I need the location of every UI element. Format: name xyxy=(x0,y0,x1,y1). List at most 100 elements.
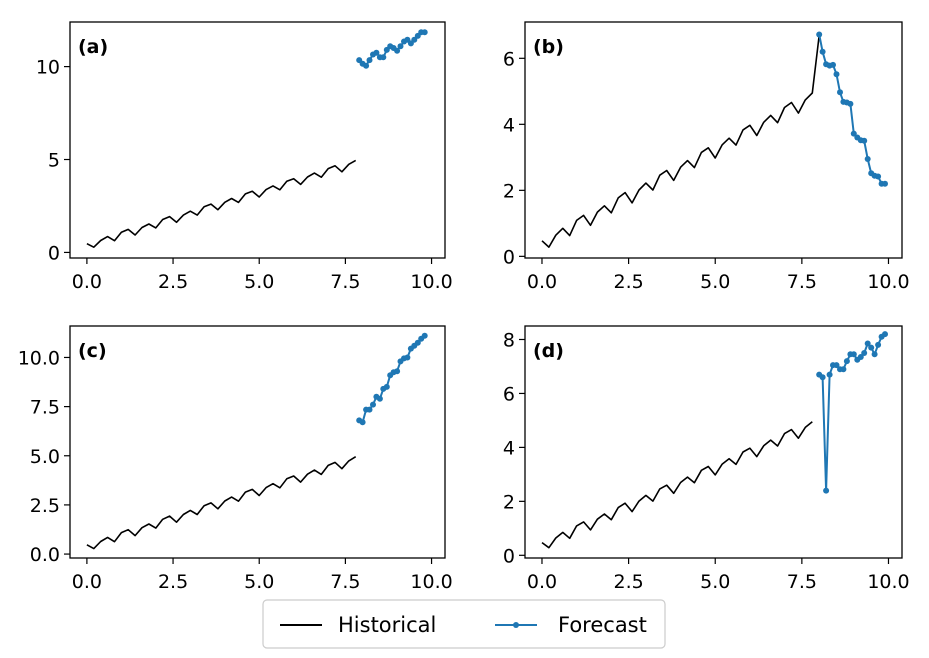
panel-a: 0.0 2.5 5.0 7.5 10.0 0 5 10 (a) xyxy=(36,21,453,293)
forecast-point-d xyxy=(826,371,833,378)
legend-forecast-label: Forecast xyxy=(558,613,647,637)
forecast-point-d xyxy=(864,340,871,347)
forecast-point-b xyxy=(875,173,882,180)
forecast-point-c xyxy=(359,419,366,426)
panel-label-d: (d) xyxy=(533,340,564,362)
series-historical-line-c xyxy=(86,456,357,550)
y-tick-label-c: 2.5 xyxy=(30,495,60,517)
panel-label-b: (b) xyxy=(533,36,564,58)
forecast-point-c xyxy=(394,368,401,375)
y-tick-label-b: 6 xyxy=(503,48,515,70)
forecast-point-c xyxy=(414,339,421,346)
forecast-point-b xyxy=(819,48,826,55)
forecast-point-b xyxy=(816,31,823,38)
x-tick-label-a: 5.0 xyxy=(244,271,274,293)
x-tick-label-c: 10.0 xyxy=(410,571,452,593)
forecast-point-d xyxy=(871,351,878,358)
axes-frame-d xyxy=(524,325,903,559)
forecast-point-b xyxy=(830,61,836,68)
axes-frame-c xyxy=(69,325,446,559)
panel-label-a: (a) xyxy=(78,36,108,58)
panel-b: 0.0 2.5 5.0 7.5 10.0 0 2 4 6 (b) xyxy=(503,21,910,293)
forecast-point-a xyxy=(394,47,401,54)
forecast-point-a xyxy=(397,43,404,50)
axes-frame-a xyxy=(69,21,446,259)
x-tick-label-a: 10.0 xyxy=(410,271,452,293)
x-tick-label-d: 7.5 xyxy=(787,571,817,593)
forecast-point-b xyxy=(837,89,843,96)
legend: Historical Forecast xyxy=(262,599,666,649)
x-tick-label-c: 2.5 xyxy=(158,571,188,593)
x-tick-label-d: 10.0 xyxy=(867,571,909,593)
x-tick-label-d: 5.0 xyxy=(700,571,730,593)
x-tick-label-b: 0.0 xyxy=(527,271,557,293)
y-tick-label-b: 0 xyxy=(503,246,515,268)
y-tick-label-c: 10.0 xyxy=(18,347,60,369)
y-tick-label-d: 8 xyxy=(503,329,515,351)
x-tick-label-d: 2.5 xyxy=(613,571,643,593)
y-tick-label-d: 6 xyxy=(503,383,515,405)
forecast-point-c xyxy=(366,406,373,413)
forecast-point-c xyxy=(383,383,390,390)
forecast-point-d xyxy=(868,344,875,351)
forecast-point-d xyxy=(843,358,850,365)
x-tick-label-a: 2.5 xyxy=(158,271,188,293)
forecast-point-b xyxy=(861,137,868,144)
forecast-point-b xyxy=(864,156,871,162)
legend-forecast-marker xyxy=(513,622,519,628)
forecast-point-a xyxy=(373,49,380,56)
y-tick-label-c: 7.5 xyxy=(30,397,60,419)
x-tick-label-b: 7.5 xyxy=(787,271,817,293)
forecast-point-d xyxy=(882,331,888,338)
y-tick-label-d: 4 xyxy=(503,437,515,459)
series-historical-line-d xyxy=(541,421,813,549)
forecast-point-a xyxy=(363,62,370,69)
y-tick-label-b: 4 xyxy=(503,114,515,136)
forecast-point-c xyxy=(376,395,383,402)
x-tick-label-b: 5.0 xyxy=(700,271,730,293)
y-tick-label-d: 2 xyxy=(503,491,515,513)
y-tick-label-a: 5 xyxy=(48,150,60,172)
x-tick-label-b: 2.5 xyxy=(613,271,643,293)
forecast-point-b xyxy=(847,100,854,107)
x-tick-label-a: 0.0 xyxy=(72,271,102,293)
forecast-point-a xyxy=(380,54,387,61)
forecast-point-d xyxy=(850,351,857,358)
x-tick-label-c: 5.0 xyxy=(244,571,274,593)
x-tick-label-c: 0.0 xyxy=(72,571,102,593)
series-historical-line-a xyxy=(86,159,357,248)
legend-frame xyxy=(262,599,666,649)
forecast-point-d xyxy=(823,487,830,494)
forecast-point-b xyxy=(850,130,857,137)
x-tick-label-c: 7.5 xyxy=(330,571,360,593)
forecast-point-d xyxy=(857,354,864,360)
x-tick-label-a: 7.5 xyxy=(330,271,360,293)
forecast-point-b xyxy=(833,71,840,78)
forecast-point-d xyxy=(875,341,882,348)
forecast-point-d xyxy=(819,374,826,381)
x-tick-label-d: 0.0 xyxy=(527,571,557,593)
legend-historical-label: Historical xyxy=(338,613,436,637)
forecast-point-d xyxy=(833,362,840,369)
forecast-point-d xyxy=(840,366,847,373)
forecast-point-a xyxy=(411,36,418,43)
forecast-point-a xyxy=(366,57,373,64)
x-tick-label-b: 10.0 xyxy=(867,271,909,293)
y-tick-label-d: 0 xyxy=(503,545,515,567)
forecast-point-c xyxy=(370,401,376,408)
forecast-point-c xyxy=(404,354,411,361)
forecast-point-a xyxy=(421,29,428,36)
forecast-point-d xyxy=(861,350,868,356)
panel-label-c: (c) xyxy=(78,340,107,362)
forecast-point-c xyxy=(421,332,428,339)
y-tick-label-b: 2 xyxy=(503,180,515,202)
series-historical-line-b xyxy=(541,35,820,248)
y-tick-label-a: 0 xyxy=(48,242,60,264)
forecast-point-b xyxy=(882,180,888,187)
panel-d: 0.0 2.5 5.0 7.5 10.0 0 2 4 6 8 (d) xyxy=(503,325,910,593)
panel-c: 0.0 2.5 5.0 7.5 10.0 0.0 2.5 5.0 7.5 10.0 (c) xyxy=(18,325,453,593)
y-tick-label-c: 0.0 xyxy=(30,544,60,566)
y-tick-label-a: 10 xyxy=(36,57,60,79)
